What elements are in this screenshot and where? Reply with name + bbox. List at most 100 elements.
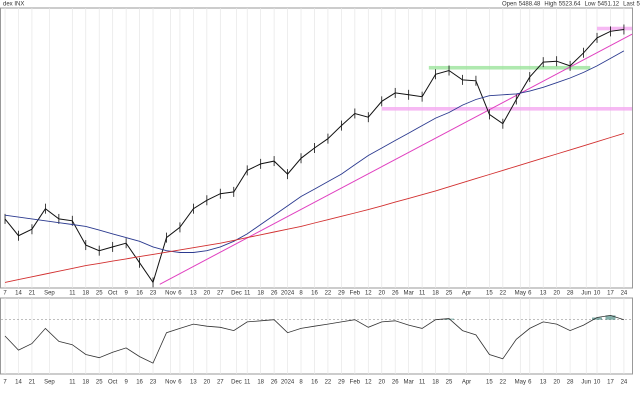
- x-tick-label: 25: [446, 380, 453, 386]
- overbought-fill: [605, 315, 616, 320]
- x-tick-label: 7: [3, 291, 7, 297]
- x-tick-label: 23: [150, 291, 157, 297]
- x-tick-label: Apr: [462, 380, 471, 386]
- x-tick-label: Jun: [581, 291, 591, 297]
- x-tick-label: 16: [311, 380, 318, 386]
- series-line: [4, 132, 625, 283]
- x-tick-label: 22: [499, 291, 506, 297]
- x-tick-label: Nov: [165, 380, 176, 386]
- x-tick-label: 8: [299, 380, 303, 386]
- overbought-fill: [592, 317, 603, 320]
- x-tick-label: 25: [96, 380, 103, 386]
- x-tick-label: 17: [607, 291, 614, 297]
- x-tick-label: 17: [607, 380, 614, 386]
- x-tick-label: 25: [446, 291, 453, 297]
- x-tick-label: Apr: [462, 291, 471, 297]
- chart-title: dex INX: [3, 2, 24, 8]
- x-tick-label: 13: [190, 380, 197, 386]
- ohlc-label: Low: [584, 2, 596, 8]
- x-tick-label: May: [515, 291, 526, 297]
- x-tick-label: Sep: [44, 291, 55, 297]
- x-tick-label: Mar: [403, 380, 413, 386]
- level-band: [597, 26, 632, 31]
- x-tick-label: 21: [29, 380, 36, 386]
- x-tick-label: 28: [567, 380, 574, 386]
- x-tick-label: 18: [257, 380, 264, 386]
- x-tick-label: 28: [567, 291, 574, 297]
- x-tick-label: 6: [178, 291, 182, 297]
- x-tick-label: 18: [82, 291, 89, 297]
- x-tick-label: 27: [217, 380, 224, 386]
- x-tick-label: Dec: [231, 380, 242, 386]
- x-tick-label: 11: [419, 380, 426, 386]
- x-tick-label: 16: [311, 291, 318, 297]
- x-tick-label: 18: [432, 380, 439, 386]
- x-tick-label: 14: [15, 291, 22, 297]
- ohlc-label: Last: [623, 2, 635, 8]
- x-tick-label: 13: [540, 380, 547, 386]
- x-tick-label: 20: [204, 291, 211, 297]
- x-tick-label: 13: [190, 291, 197, 297]
- x-tick-label: Feb: [350, 291, 361, 297]
- x-tick-label: 16: [136, 291, 143, 297]
- x-tick-label: 21: [29, 291, 36, 297]
- x-tick-label: 22: [499, 380, 506, 386]
- x-tick-label: Feb: [350, 380, 361, 386]
- main-panel: [0, 7, 633, 289]
- x-tick-label: 26: [392, 380, 399, 386]
- x-tick-label: 18: [432, 291, 439, 297]
- ohlc-value: 5451.12: [597, 2, 619, 8]
- x-tick-label: 29: [338, 291, 345, 297]
- x-tick-label: 26: [271, 291, 278, 297]
- x-tick-label: 20: [378, 291, 385, 297]
- x-tick-label: Jun: [581, 380, 591, 386]
- x-tick-label: 11: [244, 380, 251, 386]
- x-tick-label: 13: [540, 291, 547, 297]
- x-tick-label: Oct: [108, 380, 118, 386]
- x-tick-label: 23: [150, 380, 157, 386]
- x-tick-label: 15: [486, 380, 493, 386]
- x-tick-label: Nov: [165, 291, 176, 297]
- x-tick-label: May: [515, 380, 526, 386]
- x-tick-label: 11: [244, 291, 251, 297]
- x-tick-label: 6: [178, 380, 182, 386]
- x-tick-label: 20: [553, 291, 560, 297]
- series-line: [4, 50, 625, 253]
- x-tick-label: 29: [338, 380, 345, 386]
- x-tick-label: 26: [392, 291, 399, 297]
- overbought-fill: [444, 318, 455, 320]
- x-tick-label: 26: [271, 380, 278, 386]
- level-band: [381, 107, 632, 111]
- x-tick-label: 24: [621, 380, 628, 386]
- x-tick-label: 6: [528, 291, 532, 297]
- indicator-line: [4, 314, 625, 364]
- ohlc-label: Open: [502, 2, 517, 8]
- trendline: [159, 33, 633, 285]
- x-tick-label: 22: [325, 380, 332, 386]
- x-tick-label: 11: [419, 291, 426, 297]
- x-tick-label: 12: [365, 380, 372, 386]
- x-tick-label: 11: [69, 380, 76, 386]
- x-tick-label: 2024: [281, 291, 295, 297]
- x-tick-label: 12: [365, 291, 372, 297]
- x-tick-label: 10: [594, 291, 601, 297]
- x-tick-label: 22: [325, 291, 332, 297]
- ohlc-value: 5472.2: [637, 2, 640, 8]
- ohlc-value: 5488.48: [519, 2, 541, 8]
- x-tick-label: 9: [124, 380, 128, 386]
- x-tick-label: 27: [217, 291, 224, 297]
- x-tick-label: Oct: [108, 291, 118, 297]
- x-tick-label: Dec: [231, 291, 242, 297]
- level-band: [428, 65, 591, 70]
- x-tick-label: 8: [299, 291, 303, 297]
- x-tick-label: 2024: [281, 380, 295, 386]
- x-tick-label: 20: [378, 380, 385, 386]
- x-tick-label: 7: [3, 380, 7, 386]
- x-tick-label: 20: [553, 380, 560, 386]
- ohlc-label: High: [544, 2, 556, 8]
- x-tick-label: Mar: [403, 291, 413, 297]
- x-tick-label: 18: [82, 380, 89, 386]
- x-tick-label: 10: [594, 380, 601, 386]
- x-tick-label: 20: [204, 380, 211, 386]
